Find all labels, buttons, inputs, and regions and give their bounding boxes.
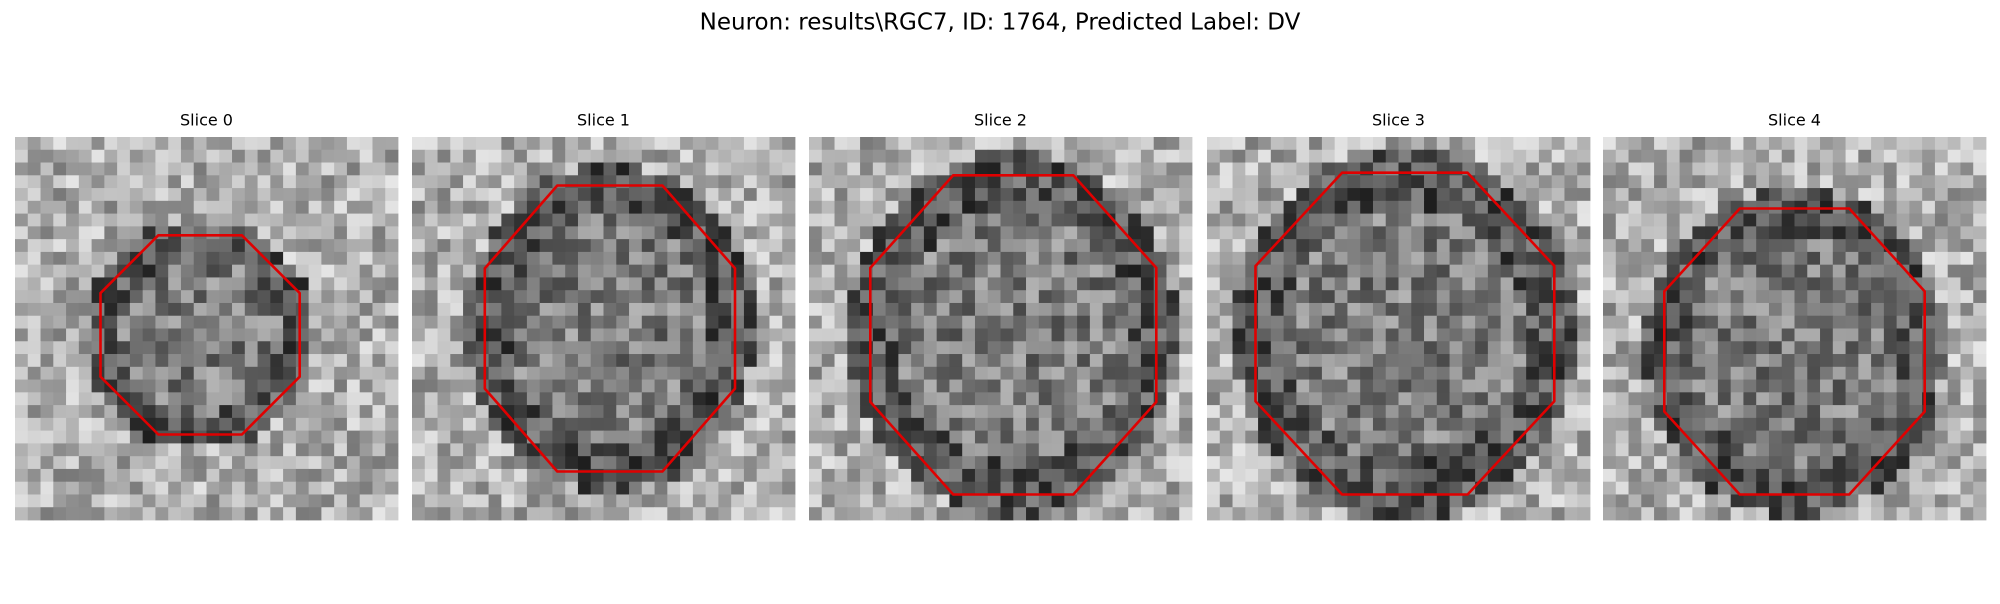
figure-title: Neuron: results\RGC7, ID: 1764, Predicte… [700, 10, 1301, 36]
contour [1663, 207, 1926, 496]
slice-image [1603, 137, 1987, 521]
slice-panel: Slice 4 [1603, 111, 1987, 521]
slice-panel: Slice 2 [809, 111, 1193, 521]
slice-image [809, 137, 1193, 521]
slice-title: Slice 2 [974, 111, 1027, 130]
contour [99, 234, 302, 436]
slice-panel: Slice 0 [15, 111, 399, 521]
slice-image [1207, 137, 1591, 521]
slice-panel: Slice 3 [1207, 111, 1591, 521]
slice-panel: Slice 1 [412, 111, 796, 521]
contour [868, 174, 1158, 496]
contour [1254, 171, 1556, 496]
slice-image [15, 137, 399, 521]
slice-image [412, 137, 796, 521]
slice-title: Slice 3 [1372, 111, 1425, 130]
slice-title: Slice 4 [1768, 111, 1821, 130]
slice-title: Slice 0 [180, 111, 233, 130]
slice-title: Slice 1 [577, 111, 630, 130]
contour [483, 184, 737, 473]
